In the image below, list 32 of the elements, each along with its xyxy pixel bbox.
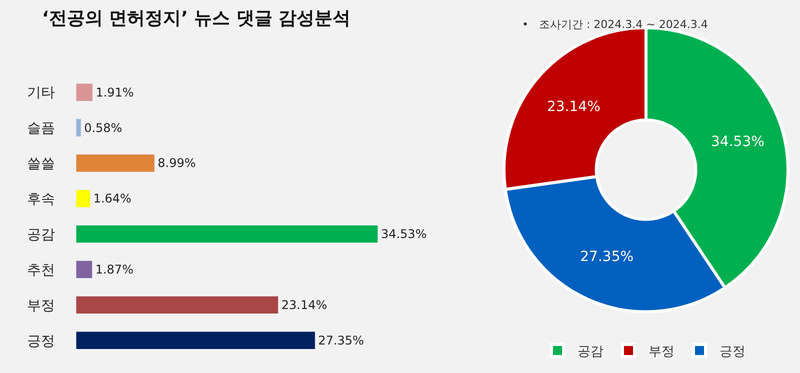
chart-title: ‘전공의 면허정지’ 뉴스 댓글 감성분석 <box>42 8 351 29</box>
y-tick-label: 쓸쓸 <box>27 156 55 172</box>
y-tick-label: 후속 <box>27 192 55 208</box>
bar <box>76 331 316 350</box>
bar <box>76 224 378 244</box>
data-label: 23.14% <box>546 98 600 115</box>
data-label: 1.87% <box>95 262 134 276</box>
text: • 조사기간 : 2024.3.4 ~ 2024.3.4 <box>522 18 708 31</box>
data-label: 34.53% <box>380 227 427 242</box>
legend-label: 공감 <box>578 344 604 360</box>
data-label: 34.53% <box>711 134 764 150</box>
bar <box>76 83 93 102</box>
data-label: 8.99% <box>158 156 196 170</box>
y-tick-label: 슬픔 <box>27 120 55 137</box>
bar <box>76 154 155 172</box>
bar <box>76 296 279 314</box>
data-label: 23.14% <box>281 298 328 312</box>
data-label: 1.64% <box>93 192 132 206</box>
bar <box>76 190 91 208</box>
bar <box>76 260 93 279</box>
bar <box>76 118 82 137</box>
y-tick-label: 기타 <box>27 85 55 102</box>
y-tick-label: 긍정 <box>27 333 55 350</box>
y-tick-label: 부정 <box>27 298 55 314</box>
data-label: 1.91% <box>96 85 134 100</box>
data-label: 27.35% <box>318 333 364 348</box>
data-label: 0.58% <box>84 120 122 135</box>
legend-label: 긍정 <box>720 344 746 360</box>
y-tick-label: 추천 <box>27 262 55 278</box>
legend-label: 부정 <box>648 344 674 360</box>
data-label: 27.35% <box>580 249 634 266</box>
y-tick-label: 공감 <box>27 226 55 243</box>
